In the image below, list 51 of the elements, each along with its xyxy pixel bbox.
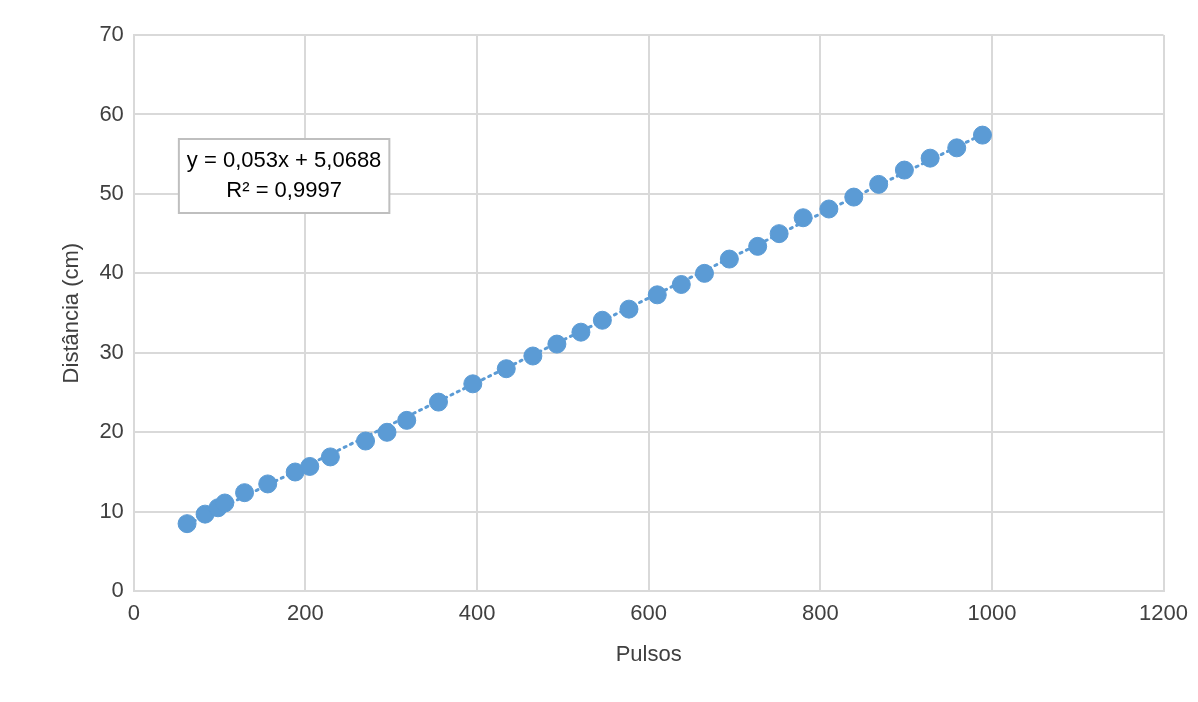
y-tick-label: 30: [99, 338, 124, 364]
y-tick-label: 0: [111, 577, 124, 603]
point: [463, 374, 483, 394]
point: [377, 422, 397, 442]
point: [793, 208, 813, 228]
point: [523, 346, 543, 366]
point: [894, 160, 914, 180]
annotation: y = 0,053x + 5,0688: [186, 147, 382, 173]
point: [748, 236, 768, 256]
point: [320, 447, 340, 467]
point: [869, 174, 889, 194]
point: [235, 483, 255, 503]
point: [769, 224, 789, 244]
point: [356, 431, 376, 451]
point: [947, 138, 967, 158]
point: [719, 249, 739, 269]
point: [920, 148, 940, 168]
x-tick-label: 1200: [1139, 600, 1189, 626]
y-tick-label: 50: [99, 179, 124, 205]
point: [647, 285, 667, 305]
x-tick-label: 400: [458, 600, 496, 626]
point: [694, 263, 714, 283]
point: [972, 125, 992, 145]
point: [592, 310, 612, 330]
point: [300, 456, 320, 476]
x-tick-label: 800: [801, 600, 839, 626]
point: [844, 187, 864, 207]
y-tick-label: 20: [99, 418, 124, 444]
point: [571, 322, 591, 342]
x-tick-label: 600: [630, 600, 668, 626]
x-tick-label: 0: [127, 600, 140, 626]
point: [258, 474, 278, 494]
point: [177, 514, 197, 534]
y-tick-label: 70: [99, 21, 124, 47]
point: [285, 462, 305, 482]
point: [619, 299, 639, 319]
point: [819, 199, 839, 219]
x-tick-label: 200: [287, 600, 324, 626]
y-tick-label: 40: [99, 259, 124, 285]
point: [428, 392, 448, 412]
annotation: R² = 0,9997: [226, 177, 342, 203]
point: [397, 410, 417, 430]
point: [215, 493, 235, 513]
y-tick-label: 10: [99, 497, 124, 523]
point: [547, 334, 567, 354]
point: [496, 359, 516, 379]
point: [671, 275, 691, 294]
x-tick-label: 1000: [967, 600, 1017, 626]
y-tick-label: 60: [99, 100, 124, 126]
x-axis-title: Pulsos: [615, 640, 682, 666]
y-axis-title: Distância (cm): [58, 242, 84, 384]
